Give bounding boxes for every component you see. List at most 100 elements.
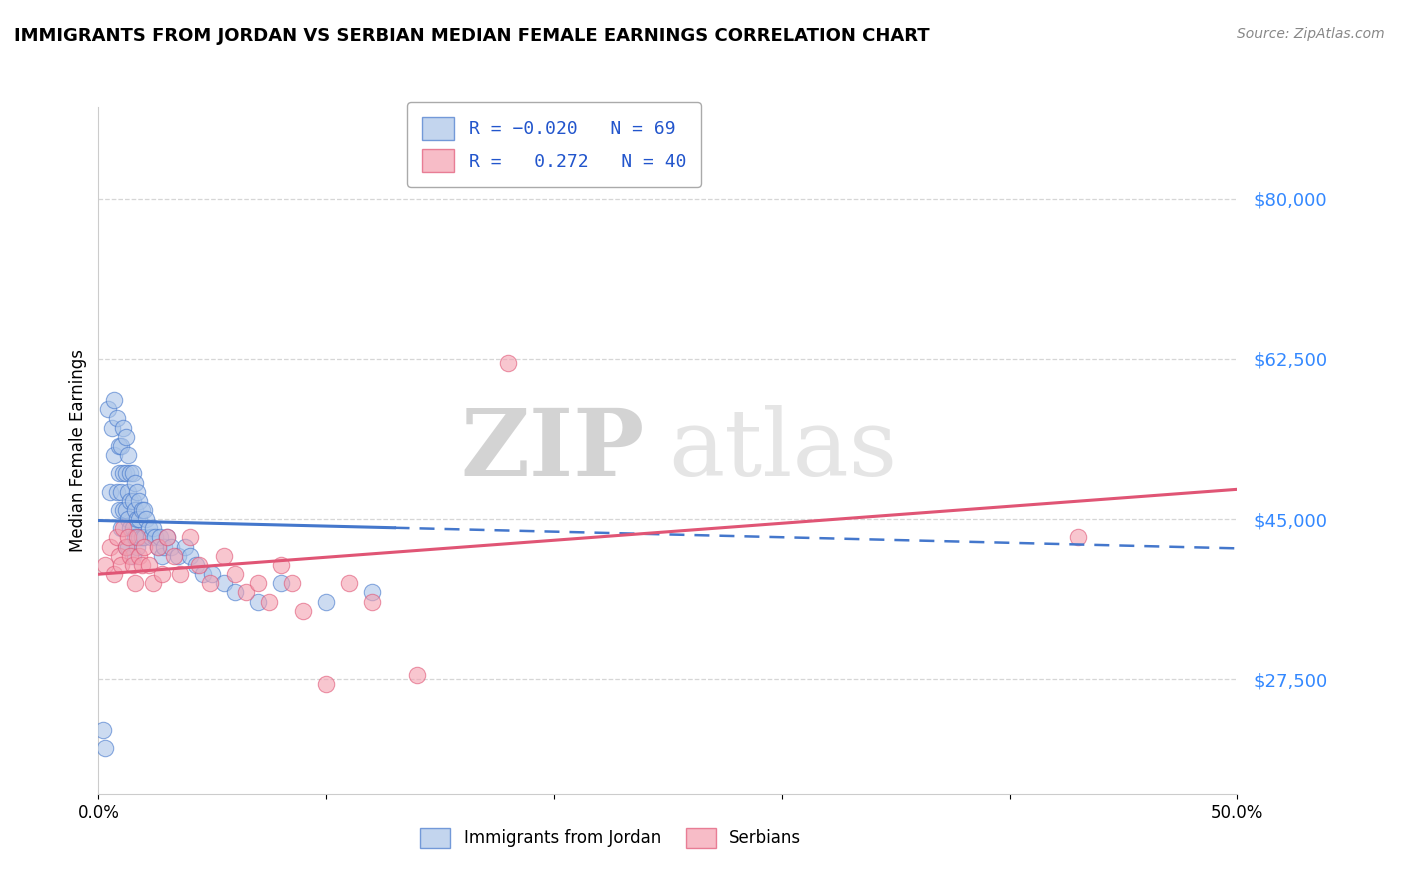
Point bbox=[138, 558, 160, 572]
Point bbox=[198, 576, 221, 591]
Point bbox=[498, 356, 520, 370]
Point bbox=[114, 467, 136, 481]
Point bbox=[114, 540, 136, 554]
Point bbox=[131, 531, 153, 545]
Point bbox=[162, 549, 184, 563]
Point bbox=[224, 585, 246, 599]
Point bbox=[114, 430, 136, 444]
Point bbox=[112, 503, 135, 517]
Point bbox=[142, 521, 165, 535]
Point bbox=[193, 567, 215, 582]
Text: ZIP: ZIP bbox=[461, 406, 645, 495]
Point bbox=[98, 540, 121, 554]
Point bbox=[110, 558, 132, 572]
Point bbox=[103, 393, 125, 408]
Point bbox=[110, 439, 132, 453]
Point bbox=[156, 531, 179, 545]
Point bbox=[132, 540, 155, 554]
Point bbox=[270, 576, 292, 591]
Point bbox=[406, 668, 429, 682]
Point bbox=[138, 521, 160, 535]
Point bbox=[124, 475, 146, 490]
Point bbox=[212, 549, 235, 563]
Point bbox=[142, 576, 165, 591]
Point bbox=[281, 576, 304, 591]
Point bbox=[1067, 531, 1090, 545]
Point bbox=[117, 512, 139, 526]
Point bbox=[127, 484, 149, 499]
Point bbox=[121, 493, 143, 508]
Text: atlas: atlas bbox=[668, 406, 897, 495]
Point bbox=[124, 576, 146, 591]
Point bbox=[315, 677, 337, 691]
Point bbox=[94, 558, 117, 572]
Point bbox=[105, 484, 128, 499]
Point bbox=[91, 723, 114, 737]
Point bbox=[224, 567, 246, 582]
Point bbox=[121, 467, 143, 481]
Point bbox=[117, 484, 139, 499]
Point bbox=[259, 594, 281, 608]
Point bbox=[212, 576, 235, 591]
Point bbox=[167, 549, 190, 563]
Point bbox=[103, 567, 125, 582]
Point bbox=[169, 567, 191, 582]
Point bbox=[315, 594, 337, 608]
Point bbox=[153, 540, 176, 554]
Point bbox=[108, 467, 131, 481]
Point bbox=[132, 531, 155, 545]
Point bbox=[127, 540, 149, 554]
Y-axis label: Median Female Earnings: Median Female Earnings bbox=[69, 349, 87, 552]
Point bbox=[150, 567, 173, 582]
Point bbox=[187, 558, 209, 572]
Point bbox=[132, 503, 155, 517]
Point bbox=[186, 558, 208, 572]
Text: IMMIGRANTS FROM JORDAN VS SERBIAN MEDIAN FEMALE EARNINGS CORRELATION CHART: IMMIGRANTS FROM JORDAN VS SERBIAN MEDIAN… bbox=[14, 27, 929, 45]
Point bbox=[128, 549, 150, 563]
Point bbox=[360, 585, 382, 599]
Point bbox=[235, 585, 257, 599]
Point bbox=[120, 549, 142, 563]
Point bbox=[108, 549, 131, 563]
Point bbox=[110, 484, 132, 499]
Point bbox=[179, 531, 201, 545]
Point bbox=[246, 576, 269, 591]
Point bbox=[112, 521, 135, 535]
Point bbox=[179, 549, 201, 563]
Point bbox=[128, 493, 150, 508]
Point bbox=[108, 439, 131, 453]
Point bbox=[174, 540, 197, 554]
Point bbox=[146, 540, 169, 554]
Point bbox=[103, 448, 125, 462]
Point bbox=[201, 567, 224, 582]
Point bbox=[121, 521, 143, 535]
Point bbox=[114, 540, 136, 554]
Point bbox=[124, 503, 146, 517]
Point bbox=[94, 741, 117, 756]
Point bbox=[135, 512, 157, 526]
Text: Source: ZipAtlas.com: Source: ZipAtlas.com bbox=[1237, 27, 1385, 41]
Point bbox=[98, 484, 121, 499]
Point bbox=[120, 521, 142, 535]
Point bbox=[360, 594, 382, 608]
Point bbox=[128, 512, 150, 526]
Point bbox=[127, 512, 149, 526]
Point bbox=[150, 549, 173, 563]
Point bbox=[246, 594, 269, 608]
Point bbox=[131, 503, 153, 517]
Point bbox=[124, 531, 146, 545]
Point bbox=[131, 558, 153, 572]
Point bbox=[145, 531, 167, 545]
Point bbox=[128, 531, 150, 545]
Point bbox=[160, 540, 183, 554]
Point bbox=[96, 402, 118, 417]
Point bbox=[117, 540, 139, 554]
Point bbox=[337, 576, 360, 591]
Point bbox=[121, 558, 143, 572]
Point bbox=[101, 420, 124, 434]
Point bbox=[105, 531, 128, 545]
Point bbox=[156, 531, 179, 545]
Point bbox=[117, 531, 139, 545]
Point bbox=[120, 467, 142, 481]
Point bbox=[112, 467, 135, 481]
